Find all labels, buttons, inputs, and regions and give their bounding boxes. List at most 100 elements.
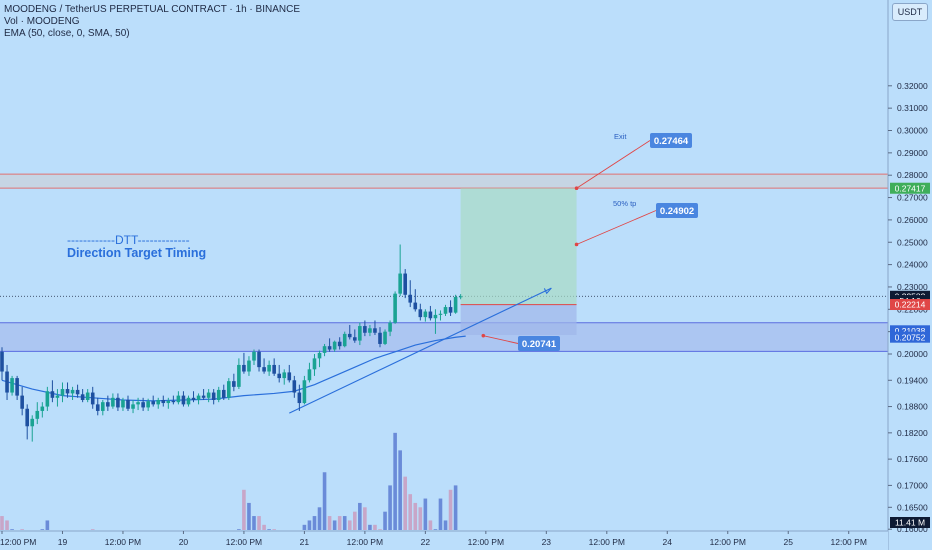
candle-body (423, 311, 428, 318)
volume-bar (448, 489, 453, 530)
candle-body (337, 341, 342, 347)
time-tick-label: 12:00 PM (226, 537, 262, 547)
candle-body (332, 341, 337, 350)
candle-body (111, 397, 115, 407)
candle-body (413, 302, 418, 310)
volume-bar (262, 524, 266, 530)
candle-body (30, 418, 35, 427)
price-tick-label: 0.26000 (897, 215, 928, 225)
candle-body (161, 399, 166, 404)
candle-body (171, 400, 176, 403)
price-tick-label: 0.31000 (897, 103, 928, 113)
candle-body (40, 406, 45, 411)
candle-body (156, 399, 161, 405)
time-tick-label: 12:00 PM (710, 537, 746, 547)
price-tick-label: 0.28000 (897, 170, 928, 180)
volume-bar (242, 489, 246, 530)
price-tick-label: 0.18800 (897, 402, 928, 412)
annotation-connector (576, 210, 657, 245)
volume-indicator-label: Vol · MOODENG (4, 16, 80, 27)
trend-line (289, 287, 552, 414)
price-tag-label: 0.21038 (895, 326, 926, 336)
currency-button[interactable]: USDT (892, 3, 928, 21)
time-axis[interactable]: 12:00 PM 19 12:00 PM 20 12:00 PM 21 12:00 PM 22… (0, 530, 888, 550)
volume-bar (363, 507, 367, 530)
candle-body (347, 333, 352, 338)
time-tick-label: 25 (784, 537, 794, 547)
annotation-label: 50% tp (613, 199, 636, 208)
volume-bar (453, 485, 458, 530)
volume-bar (247, 502, 251, 530)
price-tick-label: 0.16000 (897, 524, 928, 534)
candle-body (146, 401, 150, 408)
candle-body (458, 296, 463, 298)
position-tool[interactable] (460, 188, 577, 336)
time-tick-label: 12:00 PM (468, 537, 504, 547)
annotation-connector (483, 335, 519, 344)
time-tick-label: 24 (663, 537, 673, 547)
volume-bar (90, 529, 95, 530)
symbol-title: MOODENG / TetherUS PERPETUAL CONTRACT · … (4, 4, 300, 15)
candle-body (25, 408, 29, 427)
trendline[interactable] (289, 287, 552, 414)
price-axis[interactable]: 0.32000 0.31000 0.30000 0.29000 0.28000 0.270… (887, 0, 932, 550)
annotation-value-box (518, 336, 560, 351)
volume-bar (307, 520, 312, 530)
volume-bar (373, 524, 377, 530)
candle-body (211, 392, 216, 400)
candle-body (45, 391, 50, 407)
volume-bar (403, 476, 407, 530)
candle-body (247, 360, 251, 372)
annotations[interactable]: 0.27464 Exit 0.24902 50% tp 0.20741 (481, 132, 698, 351)
time-axis-panel (0, 531, 888, 550)
time-tick-label: 12:00 PM (831, 537, 867, 547)
candle-body (101, 402, 105, 411)
candle-body (453, 297, 458, 313)
candle-body (75, 389, 80, 395)
volume-bar (302, 524, 307, 530)
candle-body (196, 395, 201, 400)
candle-body (151, 401, 155, 405)
candle-body (221, 389, 226, 398)
dtt-title-line: ------------DTT------------- (67, 233, 190, 247)
price-tag (890, 325, 930, 337)
volume-bar (312, 516, 317, 530)
candle-body (388, 322, 392, 332)
volume-bar (237, 529, 241, 530)
volume-bar (327, 516, 332, 530)
candle-body (302, 380, 307, 404)
candle-body (60, 389, 65, 396)
candle-body (262, 367, 266, 372)
zones (0, 173, 888, 352)
title-overlay: ------------DTT-------------Direction Ta… (67, 233, 206, 260)
price-tick-label: 0.27000 (897, 193, 928, 203)
candle-body (90, 392, 95, 405)
price-tag-label: 0.27417 (895, 183, 926, 193)
volume-bar (252, 516, 256, 530)
target-area (460, 188, 577, 305)
volume-bars (0, 432, 458, 530)
volume-bar (408, 494, 413, 530)
volume-bar (10, 529, 14, 530)
candle-body (55, 395, 60, 398)
price-tick-label: 0.19400 (897, 375, 928, 385)
candle-body (403, 273, 407, 295)
candle-body (373, 328, 377, 333)
candle-body (191, 397, 196, 400)
annotation-value: 0.20741 (522, 339, 557, 350)
candle-body (267, 364, 271, 372)
time-tick-label: 12:00 PM (105, 537, 141, 547)
candle-body (292, 380, 297, 393)
annotation-label: Exit (614, 132, 627, 141)
candle-body (50, 391, 55, 398)
volume-bar (428, 520, 433, 530)
volume-tag (890, 517, 930, 528)
candle-body (201, 395, 206, 398)
candle-body (121, 399, 125, 408)
candle-body (65, 389, 70, 394)
candle-body (327, 346, 332, 350)
time-tick-label: 23 (542, 537, 552, 547)
volume-bar (337, 516, 342, 530)
time-tick-label: 19 (58, 537, 68, 547)
